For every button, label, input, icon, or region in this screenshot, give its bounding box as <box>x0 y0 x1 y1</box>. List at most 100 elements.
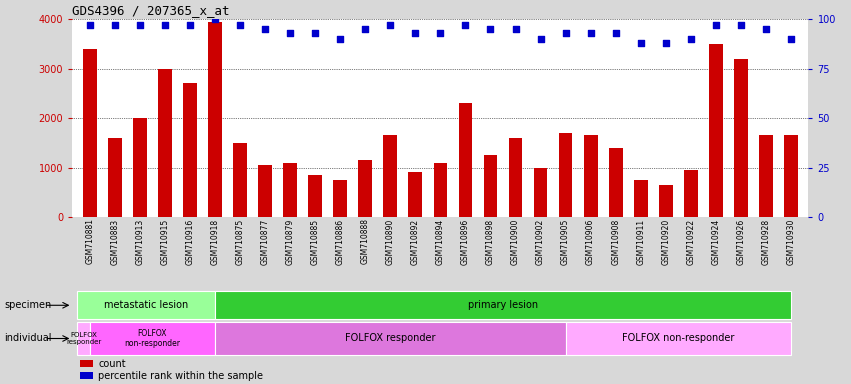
Bar <box>80 372 93 379</box>
Text: GSM710881: GSM710881 <box>85 218 94 265</box>
FancyBboxPatch shape <box>215 291 791 319</box>
Bar <box>784 136 797 217</box>
Bar <box>709 44 722 217</box>
Bar <box>80 360 93 367</box>
Bar <box>283 162 297 217</box>
Point <box>384 22 397 28</box>
Text: GSM710930: GSM710930 <box>786 218 796 265</box>
Text: GSM710898: GSM710898 <box>486 218 495 265</box>
FancyBboxPatch shape <box>77 291 215 319</box>
Text: GSM710896: GSM710896 <box>461 218 470 265</box>
Text: percentile rank within the sample: percentile rank within the sample <box>98 371 263 381</box>
Text: GSM710926: GSM710926 <box>736 218 745 265</box>
Bar <box>509 138 523 217</box>
Bar <box>158 69 172 217</box>
Bar <box>534 167 547 217</box>
Text: GSM710906: GSM710906 <box>586 218 595 265</box>
Text: FOLFOX non-responder: FOLFOX non-responder <box>622 333 734 344</box>
Point <box>334 36 347 42</box>
Text: GSM710915: GSM710915 <box>161 218 169 265</box>
Text: individual: individual <box>4 333 52 344</box>
Point <box>358 26 372 32</box>
Bar <box>559 133 573 217</box>
Point <box>108 22 122 28</box>
Bar <box>233 143 247 217</box>
Text: GSM710900: GSM710900 <box>511 218 520 265</box>
Point <box>459 22 472 28</box>
Text: GSM710913: GSM710913 <box>135 218 145 265</box>
Bar <box>208 22 222 217</box>
FancyBboxPatch shape <box>90 322 215 355</box>
Point <box>208 16 222 22</box>
Point <box>483 26 497 32</box>
Point <box>183 22 197 28</box>
Text: count: count <box>98 359 126 369</box>
Point <box>433 30 447 36</box>
Text: GSM710924: GSM710924 <box>711 218 720 265</box>
Text: GSM710911: GSM710911 <box>637 218 645 265</box>
Text: GSM710886: GSM710886 <box>336 218 345 265</box>
Text: GSM710922: GSM710922 <box>686 218 695 265</box>
Text: GSM710894: GSM710894 <box>436 218 445 265</box>
Text: GSM710879: GSM710879 <box>286 218 294 265</box>
Point <box>784 36 797 42</box>
Bar <box>433 162 448 217</box>
Bar <box>659 185 672 217</box>
Bar <box>108 138 122 217</box>
Text: specimen: specimen <box>4 300 52 310</box>
Point <box>233 22 247 28</box>
Bar <box>384 136 397 217</box>
Text: GSM710905: GSM710905 <box>561 218 570 265</box>
Text: GDS4396 / 207365_x_at: GDS4396 / 207365_x_at <box>72 3 230 17</box>
Bar <box>459 103 472 217</box>
Point <box>408 30 422 36</box>
Point <box>709 22 722 28</box>
Text: GSM710892: GSM710892 <box>411 218 420 265</box>
Bar <box>308 175 322 217</box>
Bar <box>133 118 147 217</box>
Text: GSM710918: GSM710918 <box>210 218 220 265</box>
Text: GSM710916: GSM710916 <box>186 218 195 265</box>
Text: metastatic lesion: metastatic lesion <box>104 300 188 310</box>
Point <box>734 22 748 28</box>
Text: GSM710877: GSM710877 <box>260 218 270 265</box>
Point <box>83 22 97 28</box>
Bar <box>483 155 497 217</box>
Point <box>509 26 523 32</box>
Bar <box>334 180 347 217</box>
Point <box>634 40 648 46</box>
Bar <box>358 160 372 217</box>
Point <box>259 26 272 32</box>
Bar <box>759 136 773 217</box>
Bar <box>258 165 272 217</box>
Bar <box>83 49 97 217</box>
Bar <box>608 148 623 217</box>
Point <box>684 36 698 42</box>
Text: GSM710890: GSM710890 <box>386 218 395 265</box>
Text: GSM710888: GSM710888 <box>361 218 370 265</box>
Bar <box>734 59 748 217</box>
Text: primary lesion: primary lesion <box>468 300 538 310</box>
Text: GSM710875: GSM710875 <box>236 218 244 265</box>
Text: GSM710920: GSM710920 <box>661 218 671 265</box>
Text: GSM710885: GSM710885 <box>311 218 320 265</box>
Point <box>133 22 146 28</box>
FancyBboxPatch shape <box>566 322 791 355</box>
Bar <box>584 136 597 217</box>
Text: GSM710928: GSM710928 <box>762 218 770 265</box>
Bar <box>634 180 648 217</box>
Text: FOLFOX
non-responder: FOLFOX non-responder <box>124 329 180 348</box>
Point <box>308 30 322 36</box>
Bar <box>684 170 698 217</box>
Text: GSM710883: GSM710883 <box>111 218 119 265</box>
Bar <box>183 83 197 217</box>
Text: FOLFOX responder: FOLFOX responder <box>345 333 436 344</box>
Point <box>608 30 622 36</box>
Point <box>659 40 672 46</box>
Point <box>559 30 573 36</box>
Point <box>158 22 172 28</box>
Point <box>584 30 597 36</box>
FancyBboxPatch shape <box>77 322 90 355</box>
Point <box>759 26 773 32</box>
Text: GSM710908: GSM710908 <box>611 218 620 265</box>
